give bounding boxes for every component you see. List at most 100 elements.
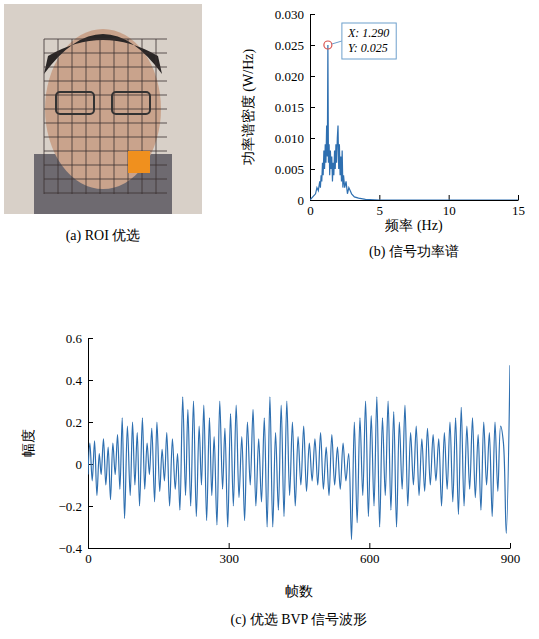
roi-grid [44,179,167,180]
tick-mark [379,195,380,200]
roi-grid [44,67,167,68]
annotation-label: Y: 0.025 [348,41,388,55]
tick-label: 15 [512,203,525,218]
annotation: X: 1.290Y: 0.025 [332,23,396,59]
y-axis: −0.4 −0.2 0 0.2 0.4 0.6 [58,331,93,556]
tick-label: 0 [307,203,314,218]
tick-mark [88,548,93,549]
roi-grid [44,95,167,96]
y-axis-title: 功率谱密度 (W/Hz) [241,49,257,166]
tick: 0.6 [66,331,93,346]
photo-panel: (a) ROI 优选 [4,4,202,244]
tick-mark [369,543,370,548]
roi-grid [58,39,59,194]
roi-grid [44,53,167,54]
tick-label: 0 [85,551,92,566]
y-axis-title: 幅度 [21,429,36,457]
tick-label: 0.020 [275,69,304,84]
x-axis: 0 300 600 900 [85,543,520,566]
tick: −0.4 [58,541,93,556]
tick-label: 0 [76,457,83,472]
tick-label: 0.005 [275,162,304,177]
tick: 0.4 [66,373,93,388]
tick: 5 [377,195,384,218]
photo [4,4,202,214]
caption: (b) 信号功率谱 [369,244,459,260]
axis-line [311,200,519,201]
tick: 0.010 [275,131,315,146]
tick-label: 0 [298,193,305,208]
figure: (a) ROI 优选 0 5 10 15 0 0.005 0.010 0.015 0.020 0.0… [0,0,539,639]
tick-mark [310,45,315,46]
tick: 0.020 [275,69,315,84]
roi-grid [72,39,73,194]
selected-roi [128,151,150,173]
tick-label: 0.015 [275,100,304,115]
tick: 15 [512,195,525,218]
tick: 0.005 [275,162,315,177]
x-axis-title: 帧数 [285,584,313,599]
data-line [88,365,510,539]
tick-mark [310,14,315,15]
x-axis: 0 5 10 15 [307,195,525,218]
tick-label: 5 [377,203,384,218]
tick: 10 [443,195,456,218]
x-axis-title: 频率 (Hz) [385,218,442,234]
plot-area [310,41,518,200]
tick-mark [88,338,93,339]
tick-label: 0.010 [275,131,304,146]
roi-grid [44,123,167,124]
photo-background [4,4,202,214]
tick-label: 900 [501,551,521,566]
tick: 0.030 [275,7,315,22]
axis-line [89,548,511,549]
tick-label: 0.025 [275,38,304,53]
tick-mark [510,543,511,548]
roi-grid [100,39,101,194]
annotation-box [342,23,396,59]
tick-mark [449,195,450,200]
roi-grid [44,137,167,138]
tick-mark [229,543,230,548]
tick: 0.025 [275,38,315,53]
line-chart: 0 300 600 900 −0.4 −0.2 0 0.2 0.4 0.6 帧数 幅度 (c) 优选 B… [21,331,520,628]
roi-grid [114,39,115,194]
annotation-pointer [332,41,342,44]
tick-label: 300 [219,551,239,566]
tick-label: 0.2 [66,415,82,430]
tick-label: 10 [443,203,456,218]
tick-mark [310,76,315,77]
tick-label: −0.4 [58,541,82,556]
tick-label: 0.6 [66,331,83,346]
tick: 300 [219,543,239,566]
tick-mark [88,380,93,381]
tick-label: 0.030 [275,7,304,22]
tick-mark [310,107,315,108]
tick: −0.2 [58,499,93,514]
tick: 900 [501,543,521,566]
tick-mark [310,138,315,139]
tick: 600 [360,543,380,566]
tick: 0.015 [275,100,315,115]
line-chart: 0 5 10 15 0 0.005 0.010 0.015 0.020 0.025 0.030 频率 … [241,7,525,260]
tick-label: 0.4 [66,373,83,388]
roi-grid [156,39,157,194]
tick-label: −0.2 [58,499,82,514]
roi-grid [44,81,167,82]
plot-area [88,365,510,539]
tick-mark [88,422,93,423]
tick-mark [310,200,315,201]
caption: (a) ROI 优选 [66,228,141,244]
annotation-label: X: 1.290 [347,26,389,40]
tick-mark [88,506,93,507]
caption: (c) 优选 BVP 信号波形 [231,612,368,628]
y-axis: 0 0.005 0.010 0.015 0.020 0.025 0.030 [275,7,315,208]
roi-grid [44,39,167,40]
tick: 0.2 [66,415,93,430]
tick: 0 [298,193,316,208]
roi-grid [44,109,167,110]
data-line [310,45,518,200]
tick-label: 600 [360,551,380,566]
axis-line [88,339,89,549]
roi-grid [86,39,87,194]
